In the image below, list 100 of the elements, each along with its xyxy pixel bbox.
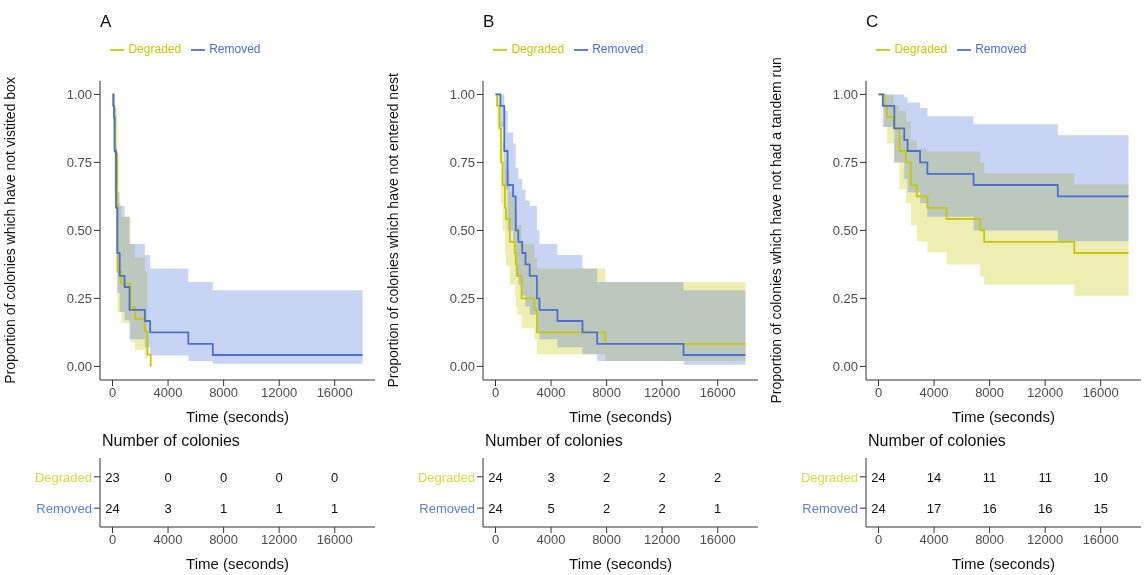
x-axis-title: Time (seconds) (569, 408, 672, 425)
y-tick-label: 0.50 (832, 223, 858, 239)
data-label: 15 (1093, 501, 1108, 517)
data-label: 2 (602, 469, 611, 485)
data-label: 24 (871, 501, 886, 517)
data-label: 2 (714, 469, 722, 485)
x-axis-title: Time (seconds) (952, 408, 1055, 425)
x-tick-label: 4000 (919, 532, 949, 548)
x-tick-label: 16000 (699, 385, 736, 401)
data-label: 23 (105, 469, 120, 485)
data-label: 11 (982, 469, 997, 485)
y-tick-label: 0.00 (832, 359, 858, 375)
data-label: 17 (926, 501, 942, 517)
x-tick-label: 8000 (209, 532, 239, 548)
chart-title: Number of colonies (485, 432, 623, 450)
x-tick-label: 12000 (1027, 385, 1064, 401)
x-tick-label: 0 (874, 532, 883, 548)
x-tick-label: 16000 (1082, 385, 1119, 401)
y-tick-label: 0.75 (832, 155, 858, 171)
x-tick-label: 8000 (209, 385, 239, 401)
data-label: 1 (714, 501, 722, 517)
x-tick-label: 16000 (316, 532, 353, 548)
x-tick-label: 4000 (919, 385, 949, 401)
legend-label: Removed (975, 42, 1027, 56)
data-label: 0 (219, 469, 228, 485)
x-tick-label: 12000 (644, 532, 681, 548)
legend-label: Degraded (894, 42, 948, 56)
y-tick-label: Degraded (800, 469, 858, 485)
x-axis-title: Time (seconds) (569, 555, 672, 572)
x-tick-label: 12000 (261, 532, 298, 548)
legend-label: Removed (209, 42, 261, 56)
chart-title: A (100, 12, 112, 32)
x-tick-label: 0 (108, 532, 117, 548)
data-label: 2 (658, 469, 666, 485)
y-tick-label: Degraded (417, 469, 475, 485)
y-tick-label: 0.50 (449, 223, 475, 239)
x-tick-label: 8000 (975, 532, 1005, 548)
legend-label: Degraded (128, 42, 182, 56)
y-tick-label: 1.00 (449, 87, 475, 103)
y-tick-label: 0.25 (832, 291, 858, 307)
data-label: 0 (275, 469, 283, 485)
y-tick-label: 1.00 (832, 87, 858, 103)
y-axis-title: Proportion of colonies which have not entered nest (384, 73, 401, 388)
data-label: 3 (547, 469, 555, 485)
data-label: 24 (105, 501, 120, 517)
x-axis-title: Time (seconds) (186, 555, 289, 572)
x-tick-label: 12000 (261, 385, 298, 401)
y-axis-title: Proportion of colonies which have not vistited box (1, 77, 18, 384)
x-tick-label: 8000 (975, 385, 1005, 401)
x-tick-label: 16000 (699, 532, 736, 548)
data-label: 16 (1037, 501, 1053, 517)
y-tick-label: 0.00 (66, 359, 92, 375)
x-tick-label: 4000 (536, 532, 566, 548)
x-tick-label: 16000 (316, 385, 353, 401)
y-tick-label: 0.50 (66, 223, 92, 239)
data-label: 14 (926, 469, 942, 485)
data-label: 10 (1093, 469, 1108, 485)
y-tick-label: Removed (419, 501, 475, 517)
data-label: 3 (164, 501, 172, 517)
x-axis-title: Time (seconds) (186, 408, 289, 425)
data-label: 1 (331, 501, 339, 517)
chart-title: Number of colonies (102, 432, 240, 450)
data-label: 24 (488, 501, 503, 517)
y-tick-label: 0.00 (449, 359, 475, 375)
data-label: 16 (982, 501, 997, 517)
chart-title: B (483, 12, 495, 32)
x-tick-label: 4000 (536, 385, 566, 401)
y-tick-label: Removed (802, 501, 858, 517)
data-label: 1 (275, 501, 283, 517)
y-tick-label: 1.00 (66, 87, 92, 103)
y-tick-label: 0.75 (449, 155, 475, 171)
legend-label: Degraded (511, 42, 565, 56)
x-tick-label: 0 (491, 532, 500, 548)
data-label: 2 (658, 501, 666, 517)
y-axis-title: Proportion of colonies which have not had a tandem run (767, 57, 784, 404)
data-label: 0 (331, 469, 339, 485)
y-tick-label: 0.75 (66, 155, 92, 171)
y-tick-label: 0.25 (449, 291, 475, 307)
chart-title: C (866, 12, 879, 32)
data-label: 24 (871, 469, 886, 485)
y-tick-label: Removed (36, 501, 92, 517)
x-tick-label: 4000 (153, 385, 183, 401)
x-tick-label: 12000 (644, 385, 681, 401)
data-label: 0 (164, 469, 172, 485)
chart-title: Number of colonies (868, 432, 1006, 450)
y-tick-label: Degraded (34, 469, 92, 485)
data-label: 11 (1038, 469, 1052, 485)
y-tick-label: 0.25 (66, 291, 92, 307)
x-tick-label: 0 (108, 385, 117, 401)
x-tick-label: 12000 (1027, 532, 1064, 548)
x-axis-title: Time (seconds) (952, 555, 1055, 572)
x-tick-label: 8000 (592, 385, 622, 401)
legend-label: Removed (592, 42, 644, 56)
x-tick-label: 4000 (153, 532, 183, 548)
x-tick-label: 8000 (592, 532, 622, 548)
data-label: 1 (219, 501, 228, 517)
data-label: 2 (602, 501, 611, 517)
data-label: 5 (547, 501, 555, 517)
x-tick-label: 16000 (1082, 532, 1119, 548)
data-label: 24 (488, 469, 503, 485)
